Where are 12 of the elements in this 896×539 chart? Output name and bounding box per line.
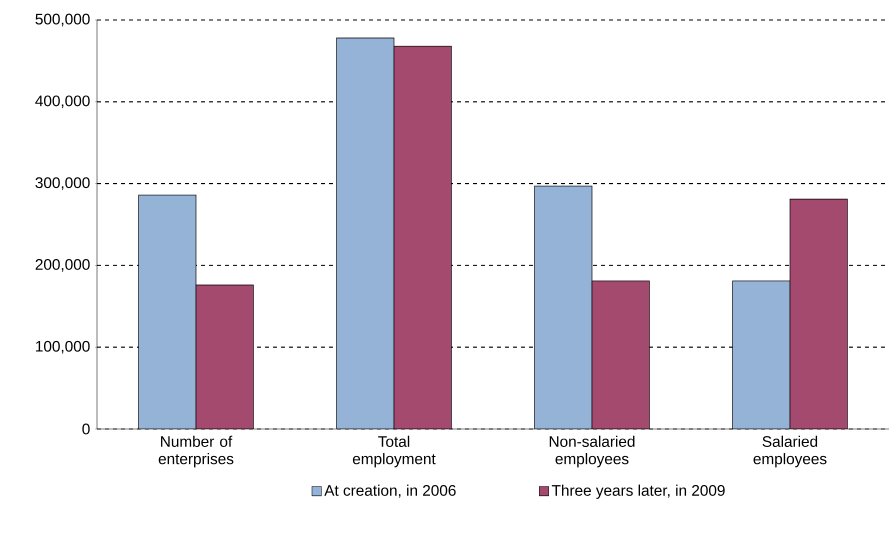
x-tick-label: Total employment <box>352 436 436 468</box>
y-tick-label: 100,000 <box>36 340 90 354</box>
x-tick-label: Salaried employees <box>754 436 826 468</box>
legend-label: At creation, in 2006 <box>324 484 456 498</box>
y-tick-label: 500,000 <box>35 14 90 26</box>
y-tick-label: 300,000 <box>35 177 90 190</box>
x-tick-label: Number of enterprises <box>158 436 234 468</box>
y-tick-label: 0 <box>82 424 90 434</box>
y-tick-label: 400,000 <box>35 95 90 108</box>
y-tick-label: 200,000 <box>36 259 90 272</box>
legend-label: Three years later, in 2009 <box>552 484 725 499</box>
x-tick-label: Non-salaried employees <box>550 436 634 468</box>
